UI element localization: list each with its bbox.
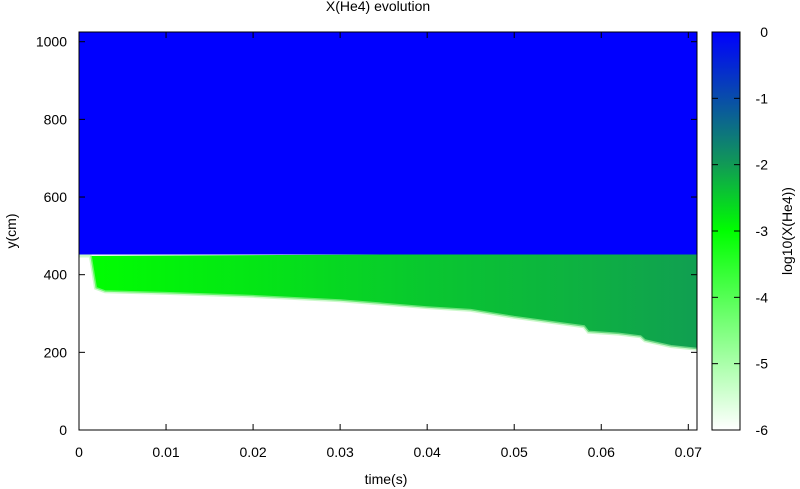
colorbar: 0 -1 -2 -3 -4 -5 -6 log10(X(He4)) bbox=[711, 24, 795, 438]
x-axis-label: time(s) bbox=[365, 471, 408, 487]
colorbar-tick-label: 0 bbox=[760, 24, 768, 40]
y-tick-label: 1000 bbox=[36, 34, 67, 50]
lower-layer-front-edge bbox=[79, 254, 698, 351]
y-axis: 0 200 400 600 800 1000 bbox=[36, 34, 697, 438]
x-tick-label: 0.01 bbox=[152, 444, 179, 460]
y-tick-label: 0 bbox=[59, 422, 67, 438]
upper-helium-layer bbox=[79, 32, 697, 255]
x-tick-label: 0.07 bbox=[675, 444, 702, 460]
y-tick-label: 400 bbox=[44, 267, 68, 283]
colorbar-tick-label: -2 bbox=[756, 157, 769, 173]
colorbar-tick-label: -6 bbox=[756, 422, 769, 438]
y-tick-label: 200 bbox=[44, 344, 68, 360]
x-tick-label: 0.04 bbox=[414, 444, 441, 460]
colorbar-tick-label: -3 bbox=[756, 223, 769, 239]
y-tick-label: 600 bbox=[44, 189, 68, 205]
x-tick-label: 0.02 bbox=[239, 444, 266, 460]
colorbar-tick-label: -5 bbox=[756, 356, 769, 372]
colorbar-label: log10(X(He4)) bbox=[779, 187, 795, 275]
colorbar-tick-label: -1 bbox=[756, 90, 769, 106]
chart-title: X(He4) evolution bbox=[326, 0, 430, 14]
colorbar-tick-label: -4 bbox=[756, 289, 769, 305]
lower-helium-layer bbox=[79, 252, 697, 350]
x-axis: 0 0.01 0.02 0.03 0.04 0.05 0.06 0.07 bbox=[75, 32, 702, 460]
heatmap-plot-area bbox=[78, 31, 698, 431]
x-tick-label: 0.03 bbox=[327, 444, 354, 460]
plot-frame bbox=[78, 31, 698, 431]
y-tick-label: 800 bbox=[44, 111, 68, 127]
y-axis-label: y(cm) bbox=[3, 214, 19, 249]
x-tick-label: 0.06 bbox=[588, 444, 615, 460]
x-tick-label: 0 bbox=[75, 444, 83, 460]
x-tick-label: 0.05 bbox=[501, 444, 528, 460]
colorbar-ticks: 0 -1 -2 -3 -4 -5 -6 bbox=[712, 24, 768, 438]
